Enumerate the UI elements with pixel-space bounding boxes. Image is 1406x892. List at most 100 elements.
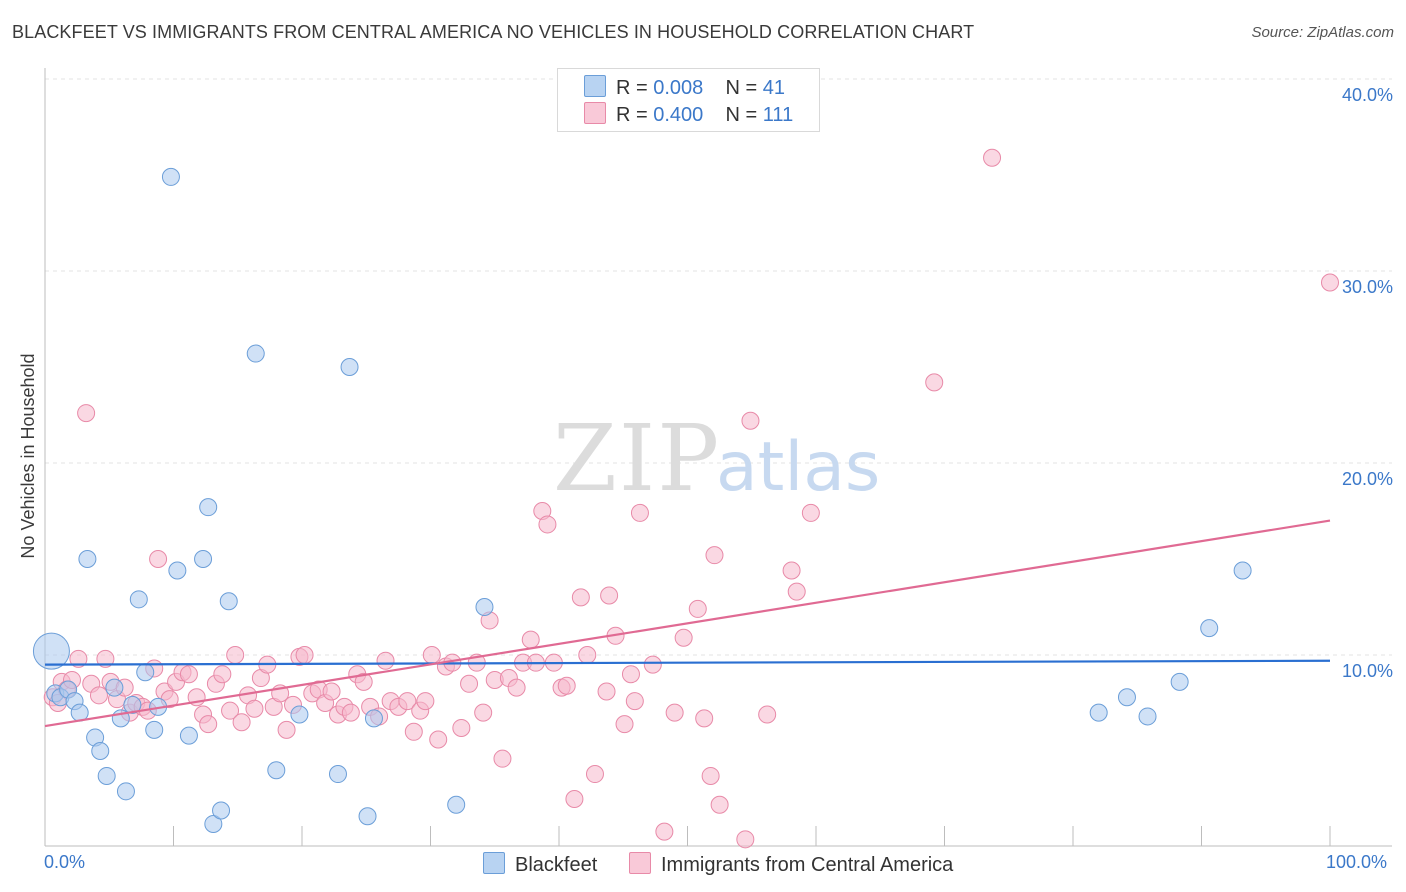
point-immigrants: [557, 676, 576, 695]
point-immigrants: [213, 665, 232, 684]
point-immigrants: [69, 649, 88, 668]
series-immigrants-points: [43, 148, 1339, 849]
point-immigrants: [538, 515, 557, 534]
point-blackfeet: [97, 766, 116, 785]
point-immigrants: [226, 646, 245, 664]
n-value-immigrants: 111: [762, 104, 794, 126]
point-blackfeet: [358, 807, 377, 826]
point-blackfeet: [32, 632, 70, 670]
point-immigrants: [376, 651, 395, 670]
legend-item-blackfeet: Blackfeet: [483, 852, 597, 877]
point-blackfeet: [475, 598, 494, 616]
point-immigrants: [674, 628, 693, 647]
point-immigrants: [221, 701, 240, 720]
point-immigrants: [782, 561, 801, 580]
stats-legend: R = 0.008 N = 41 R = 0.400 N = 111: [557, 68, 820, 132]
x-tick-left: 0.0%: [44, 852, 86, 872]
point-immigrants: [474, 703, 493, 722]
point-immigrants: [521, 630, 540, 649]
chart-title: BLACKFEET VS IMMIGRANTS FROM CENTRAL AME…: [12, 22, 975, 42]
point-immigrants: [96, 649, 115, 668]
point-immigrants: [585, 765, 604, 784]
point-immigrants: [460, 674, 479, 693]
point-immigrants: [630, 503, 649, 522]
point-blackfeet: [194, 550, 213, 568]
point-immigrants: [736, 830, 755, 849]
point-immigrants: [354, 672, 373, 691]
point-immigrants: [404, 722, 423, 741]
n-value-blackfeet: 41: [762, 77, 786, 99]
point-immigrants: [758, 705, 777, 724]
point-immigrants: [245, 699, 264, 718]
series-blackfeet-points: [32, 167, 1252, 833]
legend-row-blackfeet: R = 0.008 N = 41: [584, 75, 785, 100]
point-immigrants: [179, 665, 198, 684]
point-immigrants: [452, 718, 471, 737]
y-tick-label: 20.0%: [1342, 469, 1393, 489]
point-blackfeet: [447, 795, 466, 814]
point-immigrants: [322, 682, 341, 701]
point-immigrants: [801, 503, 820, 522]
y-axis-label: No Vehicles in Household: [18, 353, 38, 558]
y-tick-label: 40.0%: [1342, 85, 1393, 105]
point-blackfeet: [116, 782, 135, 801]
source-credit: Source: ZipAtlas.com: [1251, 24, 1394, 41]
point-immigrants: [341, 703, 360, 722]
point-blackfeet: [136, 663, 155, 682]
point-blackfeet: [179, 726, 198, 745]
point-immigrants: [621, 665, 640, 684]
y-tick-label: 10.0%: [1342, 661, 1393, 681]
point-immigrants: [232, 713, 251, 732]
point-immigrants: [688, 599, 707, 618]
point-blackfeet: [1233, 561, 1252, 580]
point-immigrants: [600, 586, 619, 605]
point-immigrants: [429, 730, 448, 749]
point-blackfeet: [145, 720, 164, 739]
y-tick-label: 30.0%: [1342, 277, 1393, 297]
point-immigrants: [643, 655, 662, 674]
legend-row-immigrants: R = 0.400 N = 111: [584, 102, 793, 127]
point-blackfeet: [1089, 703, 1108, 722]
point-blackfeet: [290, 705, 309, 724]
trend-line-blackfeet: [44, 659, 1331, 666]
point-immigrants: [507, 678, 526, 697]
axes: [44, 68, 1392, 847]
point-blackfeet: [123, 695, 142, 714]
point-immigrants: [295, 646, 314, 664]
point-immigrants: [625, 692, 644, 711]
point-immigrants: [615, 715, 634, 734]
y-tick-labels: 10.0% 20.0% 30.0% 40.0%: [1342, 85, 1393, 681]
watermark: ZIP atlas: [553, 405, 880, 512]
point-blackfeet: [328, 765, 347, 784]
point-immigrants: [422, 646, 441, 664]
legend-item-immigrants: Immigrants from Central America: [629, 852, 953, 877]
point-blackfeet: [91, 742, 110, 760]
point-immigrants: [787, 582, 806, 601]
point-immigrants: [710, 795, 729, 814]
point-immigrants: [398, 692, 417, 711]
point-blackfeet: [340, 358, 359, 376]
watermark-atlas: atlas: [716, 428, 880, 507]
point-immigrants: [416, 692, 435, 711]
point-immigrants: [705, 546, 724, 565]
point-immigrants: [149, 550, 168, 568]
point-immigrants: [1321, 273, 1339, 292]
point-blackfeet: [1200, 619, 1219, 638]
point-blackfeet: [212, 801, 231, 820]
point-blackfeet: [219, 592, 238, 611]
point-blackfeet: [199, 498, 218, 517]
r-value-immigrants: 0.400: [653, 104, 704, 126]
point-blackfeet: [105, 678, 124, 697]
point-immigrants: [925, 373, 944, 392]
point-blackfeet: [161, 167, 180, 186]
trend-lines: [44, 519, 1331, 728]
point-immigrants: [199, 715, 218, 734]
blue-swatch: [584, 75, 606, 97]
point-blackfeet: [78, 550, 97, 568]
point-immigrants: [741, 411, 760, 430]
point-immigrants: [77, 404, 96, 423]
point-immigrants: [565, 790, 584, 808]
pink-swatch: [584, 102, 606, 124]
trend-line-immigrants: [44, 519, 1331, 728]
